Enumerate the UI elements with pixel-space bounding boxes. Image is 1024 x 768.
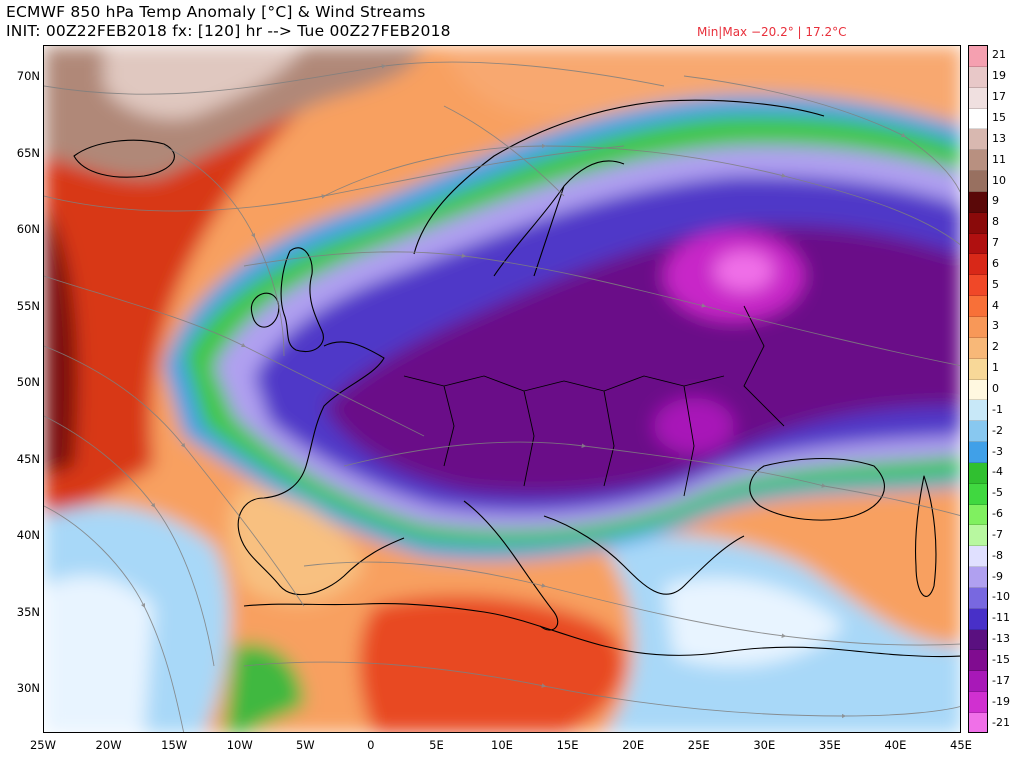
colorbar-swatch (969, 671, 987, 693)
colorbar-tick-label: -7 (992, 527, 1003, 541)
longitude-label: 20W (95, 738, 122, 752)
colorbar-swatch (969, 296, 987, 317)
latitude-label: 45N (16, 451, 40, 466)
colorbar-swatch (969, 462, 987, 484)
anomaly-map[interactable] (43, 45, 961, 733)
colorbar-swatch (969, 587, 987, 609)
colorbar-tick-label: 10 (992, 173, 1006, 187)
colorbar-swatch (969, 400, 987, 422)
colorbar-swatch (969, 442, 987, 463)
colorbar-swatch (969, 421, 987, 443)
longitude-label: 25W (29, 738, 57, 752)
latitude-label: 55N (16, 298, 40, 313)
colorbar-swatch (969, 129, 987, 151)
longitude-label: 40E (884, 738, 907, 752)
colorbar-tick-label: -4 (992, 465, 1003, 479)
colorbar-swatch (969, 212, 987, 234)
map-canvas (44, 46, 960, 732)
colorbar-tick-label: 21 (992, 48, 1006, 62)
colorbar-tick-label: 2 (992, 340, 999, 354)
longitude-label: 15E (556, 738, 579, 752)
colorbar-tick-label: 3 (992, 319, 999, 333)
latitude-label: 65N (16, 145, 40, 160)
colorbar-tick-label: 9 (992, 194, 999, 208)
colorbar-tick-label: 6 (992, 256, 999, 270)
latitude-label: 30N (16, 681, 40, 695)
colorbar-swatch (969, 87, 987, 109)
colorbar-swatch (969, 608, 987, 630)
colorbar-tick-label: -13 (992, 632, 1010, 646)
colorbar-swatch (969, 629, 987, 651)
colorbar-tick-label: -11 (992, 611, 1010, 625)
colorbar (968, 45, 988, 733)
colorbar-tick-label: -17 (992, 673, 1010, 687)
colorbar-tick-label: 15 (992, 110, 1006, 124)
colorbar-swatch (969, 171, 987, 192)
longitude-label: 30E (753, 738, 776, 752)
colorbar-swatch (969, 150, 987, 172)
longitude-label: 15W (161, 738, 188, 752)
longitude-label: 10E (491, 738, 513, 752)
colorbar-swatch (969, 483, 987, 505)
colorbar-tick-label: 1 (992, 361, 999, 375)
colorbar-swatch (969, 650, 987, 672)
longitude-label: 45E (950, 738, 972, 752)
colorbar-swatch (969, 191, 987, 213)
colorbar-swatch (969, 254, 987, 276)
colorbar-tick-label: -19 (992, 694, 1010, 708)
latitude-label: 35N (16, 604, 40, 619)
colorbar-tick-label: 11 (992, 152, 1006, 166)
colorbar-swatch (969, 379, 987, 401)
colorbar-swatch (969, 46, 987, 67)
map-title: ECMWF 850 hPa Temp Anomaly [°C] & Wind S… (6, 3, 426, 21)
colorbar-tick-label: -5 (992, 486, 1003, 500)
colorbar-swatch (969, 504, 987, 526)
colorbar-tick-label: 5 (992, 277, 999, 291)
colorbar-tick-label: 0 (992, 382, 999, 395)
longitude-label: 25E (687, 738, 710, 752)
colorbar-tick-label: 4 (992, 298, 999, 312)
longitude-label: 5E (429, 738, 444, 752)
colorbar-tick-label: -15 (992, 653, 1010, 667)
latitude-label: 40N (16, 528, 40, 542)
longitude-label: 0 (367, 738, 375, 752)
colorbar-tick-label: 19 (992, 69, 1006, 83)
colorbar-tick-label: 17 (992, 90, 1006, 104)
colorbar-swatch (969, 337, 987, 359)
colorbar-tick-label: -9 (992, 569, 1003, 583)
latitude-label: 50N (16, 375, 40, 389)
min-max-readout: Min|Max −20.2° | 17.2°C (697, 25, 847, 39)
colorbar-swatch (969, 233, 987, 255)
colorbar-swatch (969, 525, 987, 547)
colorbar-swatch (969, 692, 987, 713)
map-init-forecast-line: INIT: 00Z22FEB2018 fx: [120] hr --> Tue … (6, 22, 451, 40)
colorbar-tick-label: -21 (992, 715, 1010, 729)
colorbar-tick-label: 7 (992, 236, 999, 250)
colorbar-tick-label: -6 (992, 507, 1003, 521)
colorbar-tick-label: -3 (992, 444, 1003, 458)
longitude-label: 10W (226, 738, 253, 752)
colorbar-tick-label: -10 (992, 590, 1010, 604)
colorbar-swatch (969, 66, 987, 88)
colorbar-swatch (969, 358, 987, 380)
colorbar-tick-label: 8 (992, 215, 999, 229)
latitude-label: 60N (16, 222, 40, 236)
longitude-label: 20E (622, 738, 645, 752)
temperature-anomaly-field (44, 46, 960, 732)
wind-streamlines (44, 61, 960, 732)
colorbar-tick-label: -1 (992, 402, 1003, 416)
colorbar-swatch (969, 275, 987, 297)
latitude-label: 70N (16, 69, 40, 83)
longitude-label: 35E (818, 738, 841, 752)
colorbar-tick-label: 13 (992, 131, 1006, 145)
colorbar-swatch (969, 567, 987, 588)
colorbar-swatch (969, 713, 987, 732)
colorbar-swatch (969, 546, 987, 568)
colorbar-tick-label: -2 (992, 423, 1003, 437)
colorbar-tick-label: -8 (992, 548, 1003, 562)
longitude-label: 5W (295, 738, 315, 752)
colorbar-swatch (969, 316, 987, 338)
colorbar-swatch (969, 108, 987, 130)
